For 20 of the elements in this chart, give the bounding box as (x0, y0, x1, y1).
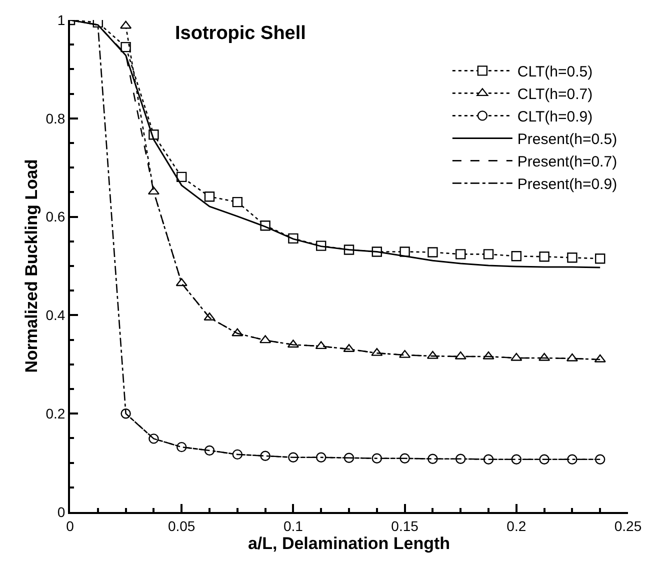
chart-title: Isotropic Shell (175, 22, 306, 44)
y-tick-label: 0.2 (46, 406, 66, 422)
legend-label: Present(h=0.5) (517, 131, 618, 148)
x-tick-label: 0.2 (506, 518, 526, 534)
x-tick-label: 0.05 (168, 518, 196, 534)
y-tick-label: 0 (57, 504, 66, 520)
legend-label: CLT(h=0.7) (517, 86, 593, 104)
y-tick-label: 1 (57, 12, 66, 28)
x-tick-label: 0.15 (391, 518, 419, 534)
y-tick-label: 0.4 (46, 307, 66, 324)
legend-label: Present(h=0.7) (517, 154, 618, 171)
x-tick-label: 0.25 (614, 518, 642, 534)
y-tick-label: 0.6 (46, 208, 66, 225)
x-axis-title: a/L, Delamination Length (248, 534, 450, 553)
legend-label: CLT(h=0.9) (517, 108, 593, 126)
y-tick-label: 0.8 (46, 110, 66, 126)
x-tick-label: 0.1 (283, 518, 304, 534)
y-axis-title: Normalized Buckling Load (22, 159, 41, 373)
legend-label: Present(h=0.9) (517, 176, 618, 194)
legend-label: CLT(h=0.5) (517, 64, 593, 81)
